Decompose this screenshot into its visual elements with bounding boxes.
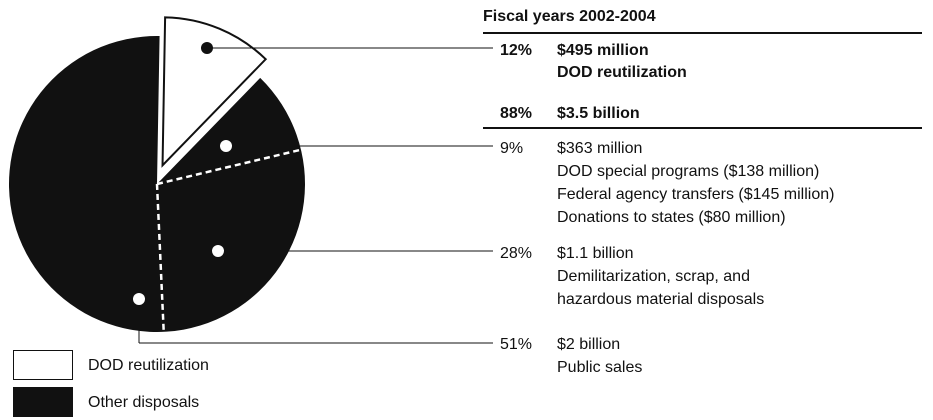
label-line-51-1: Public sales	[557, 359, 643, 376]
label-line-9-2: Federal agency transfers ($145 million)	[557, 186, 835, 203]
label-pct-88: 88%	[500, 105, 533, 122]
label-amount-12: $495 million	[557, 42, 649, 59]
label-line-28-2: hazardous material disposals	[557, 291, 765, 308]
legend-swatch-other-disposals	[13, 387, 73, 417]
label-pct-28: 28%	[500, 245, 533, 262]
slice-divider-28-51	[155, 183, 165, 332]
label-desc-12: DOD reutilization	[557, 64, 687, 81]
label-line-28-1: Demilitarization, scrap, and	[557, 268, 750, 285]
marker-dot-9	[220, 140, 232, 152]
label-amount-28: $1.1 billion	[557, 245, 634, 262]
marker-dot-28	[212, 245, 224, 257]
chart-title: Fiscal years 2002-2004	[483, 8, 656, 25]
pie-slice-dod-reutilization	[161, 16, 268, 168]
label-line-9-1: DOD special programs ($138 million)	[557, 163, 820, 180]
label-pct-9: 9%	[500, 140, 524, 157]
marker-dot-51	[133, 293, 145, 305]
label-amount-9: $363 million	[557, 140, 643, 157]
legend-label-other-disposals: Other disposals	[88, 394, 200, 411]
label-pct-12: 12%	[500, 42, 533, 59]
label-pct-51: 51%	[500, 336, 533, 353]
label-amount-51: $2 billion	[557, 336, 621, 353]
legend-swatch-dod-reutilization	[13, 350, 73, 380]
legend-label-dod-reutilization: DOD reutilization	[88, 357, 209, 374]
slice-divider-9-28	[156, 148, 302, 186]
marker-dot-12	[201, 42, 213, 54]
label-amount-88: $3.5 billion	[557, 105, 640, 122]
label-line-9-3: Donations to states ($80 million)	[557, 209, 786, 226]
